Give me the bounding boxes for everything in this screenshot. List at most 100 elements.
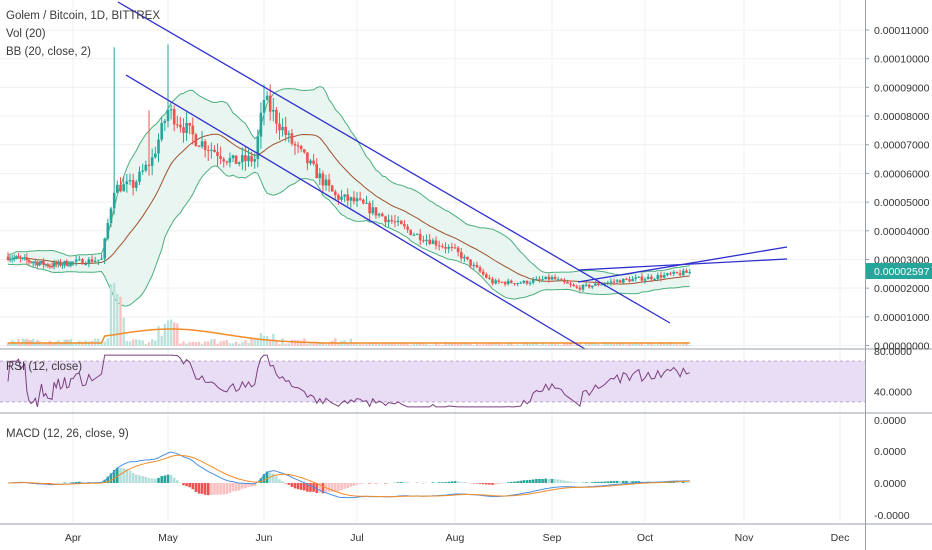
candle [653, 278, 656, 280]
volume-bar [71, 342, 75, 346]
macd-histogram-bar [535, 479, 538, 483]
candle [475, 264, 479, 268]
volume-bar [34, 342, 37, 346]
volume-bar [200, 343, 204, 346]
volume-bar [547, 344, 551, 346]
volume-bar [362, 344, 365, 346]
chart-title: Golem / Bitcoin, 1D, BITTREX [6, 10, 161, 22]
time-axis[interactable]: Apr May Jun Jul Aug Sep Oct Nov Dec [65, 532, 850, 544]
candle [441, 246, 444, 248]
macd-histogram-bar [587, 482, 591, 483]
volume-bar [653, 344, 656, 346]
candle [682, 270, 685, 276]
macd-histogram-bar [634, 481, 637, 483]
candle [61, 264, 64, 266]
macd-histogram-bar [172, 477, 176, 483]
macd-histogram-bar [112, 470, 116, 483]
candle [42, 261, 45, 265]
volume-bar [637, 343, 640, 346]
macd-histogram-bar [497, 483, 501, 484]
candle [535, 278, 538, 280]
macd-histogram-bar [594, 481, 597, 483]
candle [65, 261, 68, 266]
candle [38, 263, 41, 266]
candle [54, 262, 58, 265]
macd-histogram-bar [466, 482, 469, 483]
candle [506, 280, 510, 285]
macd-histogram-bar [355, 483, 359, 485]
volume-bar [262, 335, 266, 346]
volume-bar [456, 343, 460, 346]
volume-bar [516, 344, 519, 346]
macd-histogram-bar [513, 481, 516, 483]
candle [74, 259, 78, 262]
macd-histogram-bar [244, 483, 247, 489]
candle [34, 261, 37, 263]
rsi-indicator-label: RSI (12, close) [6, 361, 83, 373]
price-tick-label: 0.00010000 [874, 54, 930, 66]
candle [112, 192, 116, 209]
candle [163, 120, 167, 123]
candle [172, 109, 176, 125]
candle [69, 261, 73, 266]
macd-histogram-bar [481, 483, 485, 485]
candle [531, 279, 535, 283]
volume-bar [281, 338, 284, 346]
volume-bar [125, 341, 128, 346]
volume-bar [300, 340, 303, 346]
candle [609, 281, 613, 283]
rsi-line [7, 354, 690, 408]
candle [293, 143, 297, 146]
candle [659, 275, 663, 278]
macd-histogram-bar [176, 480, 179, 483]
macd-histogram-bar [600, 481, 603, 483]
volume-bar [669, 342, 672, 346]
volume-bar [628, 342, 631, 346]
volume-bar [643, 344, 647, 346]
volume-bar [563, 342, 566, 346]
macd-histogram-bar [290, 483, 294, 487]
macd-histogram-bar [628, 481, 631, 483]
macd-histogram-bar [572, 482, 575, 483]
volume-bar [324, 343, 328, 346]
time-tick-label: May [158, 532, 179, 544]
candle [678, 273, 682, 276]
candle [281, 126, 284, 131]
candle [566, 282, 569, 284]
candle [672, 271, 675, 274]
volume-bar [55, 341, 58, 346]
volume-bar [387, 342, 390, 346]
candle [685, 270, 688, 273]
macd-histogram-bar [563, 480, 566, 483]
macd-panel[interactable] [7, 451, 691, 499]
macd-histogram-bar [522, 480, 526, 483]
price-axis[interactable]: 0.00011000 0.00010000 0.00009000 0.00008000… [865, 25, 932, 522]
macd-histogram-bar [494, 483, 497, 485]
volume-bar [622, 342, 625, 346]
price-panel[interactable] [6, 1, 788, 350]
candle [253, 159, 256, 162]
price-tick-label: 0.00007000 [874, 140, 930, 152]
candle [318, 173, 322, 179]
time-tick-label: Dec [831, 532, 850, 544]
candle [203, 141, 207, 150]
macd-histogram-bar [191, 483, 195, 490]
macd-histogram-bar [431, 482, 435, 483]
macd-histogram-bar [584, 482, 588, 483]
candle [19, 257, 22, 259]
candle [688, 272, 691, 274]
macd-histogram-bar [109, 473, 113, 483]
candle [128, 180, 132, 182]
volume-bar [15, 343, 18, 346]
macd-histogram-bar [506, 482, 510, 483]
volume-bar [631, 343, 634, 346]
macd-histogram-bar [200, 483, 204, 494]
candle [296, 145, 300, 147]
macd-histogram-bar [688, 482, 691, 483]
rsi-panel[interactable] [0, 354, 865, 408]
macd-histogram-bar [225, 483, 229, 494]
candle [615, 280, 619, 282]
macd-histogram-bar [340, 483, 343, 491]
